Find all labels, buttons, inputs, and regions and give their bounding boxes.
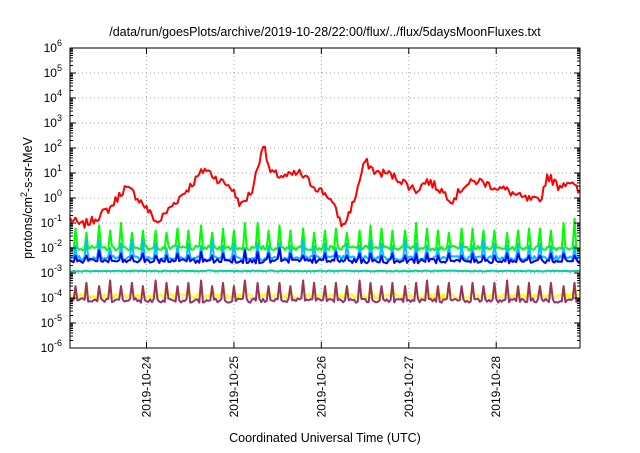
y-tick-label: 104 [44, 88, 62, 105]
y-tick-exponent: 1 [57, 163, 62, 173]
chart-title: /data/run/goesPlots/archive/2019-10-28/2… [109, 25, 541, 39]
y-axis-label-sup: 2 [19, 192, 29, 197]
y-tick-exponent: -6 [54, 338, 62, 348]
y-tick-base: 10 [41, 241, 55, 255]
y-tick-label: 102 [44, 138, 62, 155]
x-axis-label: Coordinated Universal Time (UTC) [229, 431, 421, 445]
y-tick-base: 10 [44, 66, 58, 80]
series-line [69, 269, 581, 273]
y-tick-label: 105 [44, 63, 62, 80]
y-tick-label: 10-6 [41, 338, 62, 355]
x-tick-label: 2019-10-24 [140, 356, 154, 418]
y-tick-label: 10-2 [41, 238, 62, 255]
x-tick-label: 2019-10-26 [314, 356, 328, 418]
plot-frame [69, 47, 581, 349]
y-tick-exponent: 5 [57, 63, 62, 73]
series-group [69, 145, 581, 304]
y-tick-exponent: 3 [57, 113, 62, 123]
x-tick-label: 2019-10-28 [489, 356, 503, 418]
y-tick-base: 10 [44, 91, 58, 105]
y-tick-exponent: 2 [57, 138, 62, 148]
y-tick-exponent: -1 [54, 213, 62, 223]
y-tick-base: 10 [41, 291, 55, 305]
y-tick-base: 10 [41, 266, 55, 280]
y-tick-base: 10 [41, 316, 55, 330]
y-tick-exponent: -2 [54, 238, 62, 248]
y-tick-base: 10 [44, 191, 58, 205]
series-line [69, 279, 581, 304]
y-tick-base: 10 [44, 41, 58, 55]
y-tick-exponent: -3 [54, 263, 62, 273]
y-tick-exponent: -5 [54, 313, 62, 323]
y-tick-exponent: 4 [57, 88, 62, 98]
y-axis-label-rest: -s-sr-MeV [21, 136, 35, 192]
y-tick-base: 10 [41, 341, 55, 355]
x-tick-label: 2019-10-27 [402, 356, 416, 418]
y-tick-base: 10 [44, 141, 58, 155]
y-tick-base: 10 [41, 216, 55, 230]
series-line [69, 239, 581, 262]
y-tick-label: 106 [44, 38, 62, 55]
y-tick-base: 10 [44, 116, 58, 130]
y-tick-exponent: 0 [57, 188, 62, 198]
y-tick-label: 10-4 [41, 288, 62, 305]
y-tick-label: 10-3 [41, 263, 62, 280]
grid [70, 48, 580, 348]
series-line [69, 145, 581, 229]
y-tick-label: 103 [44, 113, 62, 130]
series-line [69, 217, 581, 252]
series-line [69, 247, 581, 265]
x-tick-label: 2019-10-25 [227, 356, 241, 418]
axes: 10-610-510-410-310-210-11001011021031041… [41, 38, 581, 418]
y-tick-label: 10-1 [41, 213, 62, 230]
y-tick-label: 10-5 [41, 313, 62, 330]
y-tick-label: 101 [44, 163, 62, 180]
y-tick-exponent: 6 [57, 38, 62, 48]
y-tick-label: 100 [44, 188, 62, 205]
y-tick-exponent: -4 [54, 288, 62, 298]
y-axis-label: protons/cm2-s-sr-MeV [19, 136, 35, 258]
y-tick-base: 10 [44, 166, 58, 180]
y-axis-label-base: protons/cm [21, 197, 35, 259]
